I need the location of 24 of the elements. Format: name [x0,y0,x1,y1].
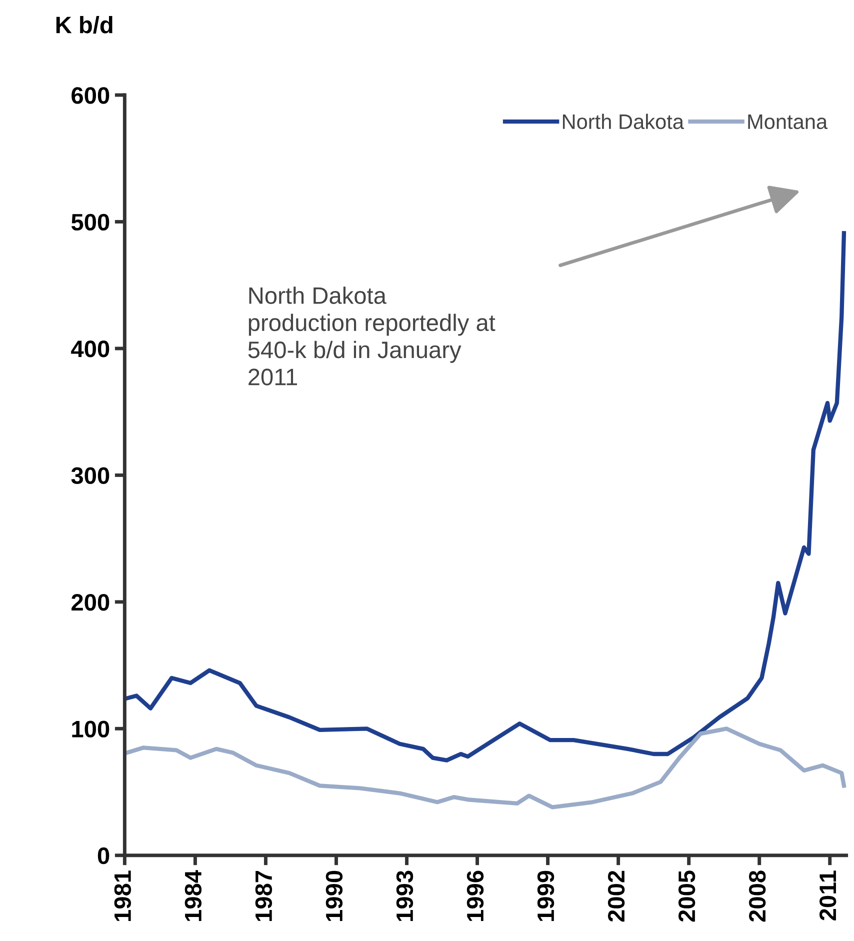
x-tick-label: 1999 [537,870,554,921]
line-series [124,726,846,810]
y-tick-label: 400 [71,340,110,358]
y-tick-label: 500 [71,214,110,231]
x-tick-label: 1993 [396,870,414,921]
x-tick-label: 1987 [255,870,272,921]
y-tick-label: 300 [71,467,110,484]
legend-label: North Dakota [562,114,684,130]
x-tick-label: 1984 [184,870,202,921]
x-tick-label: 1990 [326,870,343,921]
annotation: North Dakota production reportedly at 540-k b/d in January 2011 [248,286,496,386]
legend-label: Montana [748,114,828,130]
y-tick-label: 100 [72,720,110,738]
x-tick-label: 1996 [466,870,484,921]
y-tick-label: 200 [72,594,110,611]
y-axis-title: K b/d [56,16,112,34]
y-tick-label: 600 [72,87,110,104]
y-tick-label: 0 [98,847,110,864]
line-series [124,231,846,762]
x-tick-label: 2008 [748,870,766,922]
x-tick-label: 2011 [819,870,836,920]
x-tick-label: 1981 [114,870,132,921]
x-tick-label: 2005 [678,870,696,922]
x-tick-label: 2002 [608,870,625,922]
